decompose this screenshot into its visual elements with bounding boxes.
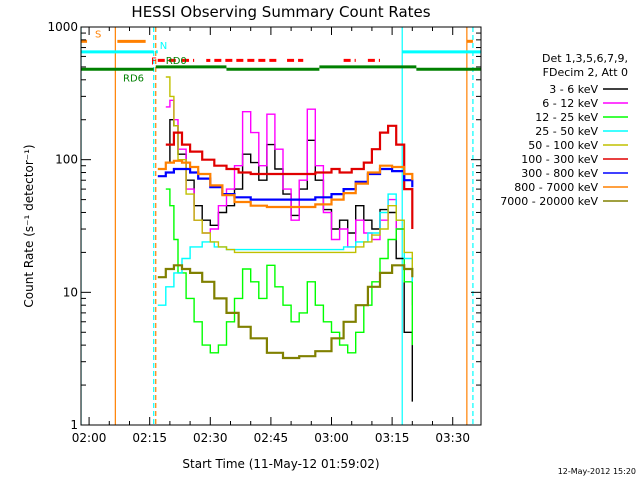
x-tick-label: 03:00 — [314, 431, 349, 445]
y-tick-label: 1 — [70, 418, 78, 432]
series-line — [165, 188, 413, 354]
series-line — [165, 124, 414, 229]
y-axis: 1 10 100 1000 — [47, 20, 481, 432]
series-lines — [157, 76, 414, 402]
legend-entry-label: 7000 - 20000 keV — [500, 195, 598, 208]
x-tick-label: 02:45 — [254, 431, 289, 445]
x-tick-label: 03:30 — [435, 431, 470, 445]
x-tick-label: 02:30 — [193, 431, 228, 445]
x-tick-label: 02:00 — [72, 431, 107, 445]
legend-entry-label: 25 - 50 keV — [535, 125, 598, 138]
series-line — [165, 119, 413, 402]
generation-timestamp: 12-May-2012 15:20 — [558, 467, 636, 476]
series-line — [157, 159, 414, 209]
series-line — [157, 193, 413, 306]
legend: Det 1,3,5,6,7,9, FDecim 2, Att 0 3 - 6 k… — [500, 52, 628, 208]
mode-bar-label: RD0 — [166, 56, 187, 67]
mode-labels: S NF RD0 RD6 — [95, 29, 187, 84]
x-tick-label: 03:15 — [375, 431, 410, 445]
legend-entry-label: 100 - 300 keV — [521, 153, 598, 166]
chart-title: HESSI Observing Summary Count Rates — [131, 3, 430, 21]
y-tick-label: 10 — [63, 285, 78, 299]
x-tick-label: 02:15 — [132, 431, 167, 445]
mode-vertical-lines — [81, 27, 474, 425]
mode-bar-label: RD6 — [123, 73, 144, 84]
series-line — [157, 264, 414, 360]
mode-bars — [81, 39, 481, 71]
legend-entry-label: 50 - 100 keV — [528, 139, 598, 152]
legend-entry-label: 3 - 6 keV — [549, 83, 598, 96]
x-axis: 02:00 02:15 02:30 02:45 03:00 03:15 03:30 — [72, 27, 470, 445]
x-axis-label: Start Time (11-May-12 01:59:02) — [182, 457, 379, 471]
legend-header-line-2: FDecim 2, Att 0 — [543, 66, 628, 79]
legend-entry-label: 300 - 800 keV — [521, 167, 598, 180]
plot-frame — [80, 26, 482, 426]
legend-entry-label: 12 - 25 keV — [535, 111, 598, 124]
series-line — [165, 76, 413, 269]
y-tick-label: 1000 — [47, 20, 78, 34]
mode-bar-label: N — [160, 41, 167, 52]
mode-bar-label: F — [151, 56, 157, 67]
y-tick-label: 100 — [55, 153, 78, 167]
plot-area: S NF RD0 RD6 — [81, 27, 481, 425]
y-axis-label: Count Rate (s⁻¹ detector⁻¹) — [22, 144, 36, 307]
legend-header-line-1: Det 1,3,5,6,7,9, — [542, 52, 628, 65]
legend-entry-label: 800 - 7000 keV — [514, 181, 598, 194]
mode-bar-label: S — [95, 29, 101, 40]
legend-entry-label: 6 - 12 keV — [542, 97, 598, 110]
